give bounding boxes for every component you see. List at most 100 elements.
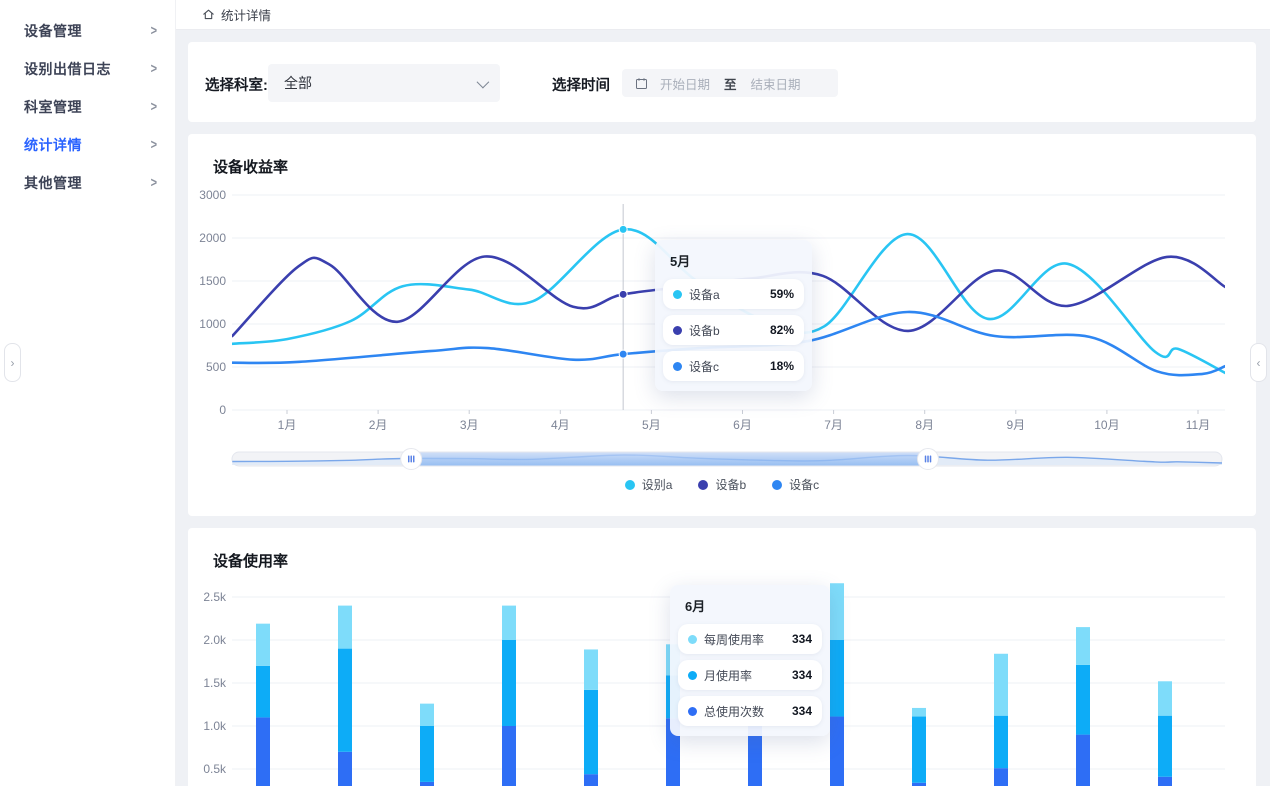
marker-dot bbox=[618, 289, 628, 299]
bar-segment-weekly bbox=[256, 623, 270, 666]
sidebar-item-lending-log[interactable]: 设别出借日志 > bbox=[0, 50, 175, 88]
stacked-bar[interactable] bbox=[912, 707, 926, 786]
collapse-right-button[interactable]: ‹ bbox=[1250, 343, 1267, 382]
filter-panel: 选择科室: 全部 选择时间 开始日期 至 结束日期 bbox=[188, 42, 1256, 122]
stacked-bar[interactable] bbox=[1158, 681, 1172, 786]
tooltip-month: 6月 bbox=[685, 599, 706, 614]
sidebar-item-label: 设备管理 bbox=[24, 23, 82, 39]
tooltip-row: 设备a 59% bbox=[663, 279, 804, 309]
bar-segment-weekly bbox=[420, 703, 434, 726]
bar-segment-total bbox=[748, 723, 762, 786]
date-range-picker[interactable]: 开始日期 至 结束日期 bbox=[622, 69, 838, 97]
bar-segment-monthly bbox=[502, 640, 516, 726]
x-axis-label: 5月 bbox=[642, 418, 661, 432]
x-axis-label: 6月 bbox=[733, 418, 752, 432]
y-axis-label: 2.5k bbox=[203, 590, 227, 604]
tooltip-value: 334 bbox=[791, 704, 812, 718]
x-axis-label: 2月 bbox=[369, 418, 388, 432]
tooltip-label: 设备c bbox=[689, 359, 720, 374]
breadcrumb[interactable]: 统计详情 bbox=[221, 9, 272, 23]
stacked-bar[interactable] bbox=[256, 623, 270, 786]
sidebar-item-statistics-detail[interactable]: 统计详情 > bbox=[0, 126, 175, 164]
x-axis-label: 9月 bbox=[1006, 418, 1025, 432]
bar-segment-weekly bbox=[912, 707, 926, 717]
usage-chart-title: 设备使用率 bbox=[213, 553, 289, 570]
bar-segment-total bbox=[584, 774, 598, 786]
top-bar: 统计详情 bbox=[176, 0, 1270, 30]
series-c-dot-icon bbox=[673, 361, 682, 371]
bar-segment-monthly bbox=[1158, 715, 1172, 777]
stacked-bar[interactable] bbox=[994, 653, 1008, 786]
tooltip-value: 18% bbox=[769, 359, 794, 373]
bar-segment-monthly bbox=[584, 689, 598, 775]
chevron-right-icon: > bbox=[150, 175, 157, 191]
y-axis-label: 1500 bbox=[199, 274, 226, 288]
bar-segment-weekly bbox=[1158, 681, 1172, 716]
bar-segment-monthly bbox=[994, 715, 1008, 769]
slider-handle-right[interactable] bbox=[916, 448, 939, 470]
legend-label: 设别a bbox=[641, 478, 673, 492]
tooltip-value: 334 bbox=[791, 668, 812, 682]
tooltip-row: 设备b 82% bbox=[663, 315, 804, 345]
legend-item-series-b[interactable]: 设备b bbox=[698, 476, 746, 493]
department-select[interactable]: 全部 bbox=[268, 64, 500, 102]
stacked-bar[interactable] bbox=[420, 703, 434, 786]
bar-segment-monthly bbox=[256, 665, 270, 718]
tooltip-row: 每周使用率 334 bbox=[678, 624, 822, 654]
start-date-input[interactable]: 开始日期 bbox=[660, 77, 711, 92]
bar-segment-weekly bbox=[994, 653, 1008, 716]
series-a-dot-icon bbox=[673, 289, 682, 299]
calendar-icon bbox=[636, 77, 647, 89]
legend-item-series-a[interactable]: 设别a bbox=[624, 476, 673, 493]
y-axis-label: 0.5k bbox=[203, 762, 227, 776]
tooltip-value: 82% bbox=[769, 323, 794, 337]
bar-segment-monthly bbox=[338, 648, 352, 752]
revenue-chart-canvas[interactable]: 0 500 1000 1500 2000 3000 1月 2月 3月 4月 5月 6月 7月 8月 9月 10… bbox=[188, 134, 1256, 516]
slider-handle-left[interactable] bbox=[400, 448, 423, 470]
chevron-left-icon: ‹ bbox=[1256, 355, 1261, 370]
bar-segment-monthly bbox=[830, 640, 844, 717]
slider-selected-range[interactable] bbox=[411, 452, 928, 466]
department-select-value: 全部 bbox=[284, 75, 312, 91]
tooltip-value: 59% bbox=[769, 287, 794, 301]
chevron-right-icon: > bbox=[150, 99, 157, 115]
sidebar-item-device-management[interactable]: 设备管理 > bbox=[0, 12, 175, 50]
bar-segment-total bbox=[338, 751, 352, 786]
stacked-bar[interactable] bbox=[830, 583, 844, 786]
y-axis-label: 1.5k bbox=[203, 676, 227, 690]
series-b-dot-icon bbox=[673, 325, 682, 335]
stacked-bar[interactable] bbox=[338, 605, 352, 786]
bar-segment-total bbox=[830, 716, 844, 786]
bar-segment-total bbox=[502, 726, 516, 786]
stacked-bar[interactable] bbox=[1076, 627, 1090, 786]
end-date-input[interactable]: 结束日期 bbox=[750, 77, 801, 92]
revenue-chart-title: 设备收益率 bbox=[213, 159, 289, 176]
y-axis-label: 2000 bbox=[199, 231, 226, 245]
date-range-separator: 至 bbox=[724, 77, 737, 92]
sidebar-item-department-management[interactable]: 科室管理 > bbox=[0, 88, 175, 126]
y-axis-label: 1.0k bbox=[203, 719, 227, 733]
collapse-left-button[interactable]: › bbox=[4, 343, 21, 382]
bar-segment-total bbox=[1158, 776, 1172, 786]
bar-segment-monthly bbox=[1076, 664, 1090, 735]
y-axis-label: 1000 bbox=[199, 317, 226, 331]
chevron-right-icon: > bbox=[150, 61, 157, 77]
bar-segment-total bbox=[1076, 734, 1090, 786]
legend-dot-icon bbox=[698, 479, 709, 490]
bar-segment-monthly bbox=[912, 716, 926, 783]
home-icon[interactable] bbox=[202, 8, 215, 21]
sidebar-item-other-management[interactable]: 其他管理 > bbox=[0, 164, 175, 202]
x-axis-label: 3月 bbox=[460, 418, 479, 432]
marker-dot bbox=[618, 224, 628, 234]
marker-dot bbox=[618, 349, 628, 359]
y-axis-label: 2.0k bbox=[203, 633, 227, 647]
legend-dot-icon bbox=[772, 479, 783, 490]
chevron-right-icon: › bbox=[10, 355, 15, 370]
bar-segment-monthly bbox=[420, 726, 434, 782]
sidebar-item-label: 科室管理 bbox=[24, 99, 82, 115]
tooltip-row: 月使用率 334 bbox=[678, 660, 822, 690]
legend-item-series-c[interactable]: 设备c bbox=[772, 476, 819, 493]
revenue-chart-tooltip: 5月 设备a 59% 设备b 82% 设备c 18% bbox=[655, 240, 812, 391]
stacked-bar[interactable] bbox=[502, 605, 516, 786]
stacked-bar[interactable] bbox=[584, 649, 598, 786]
